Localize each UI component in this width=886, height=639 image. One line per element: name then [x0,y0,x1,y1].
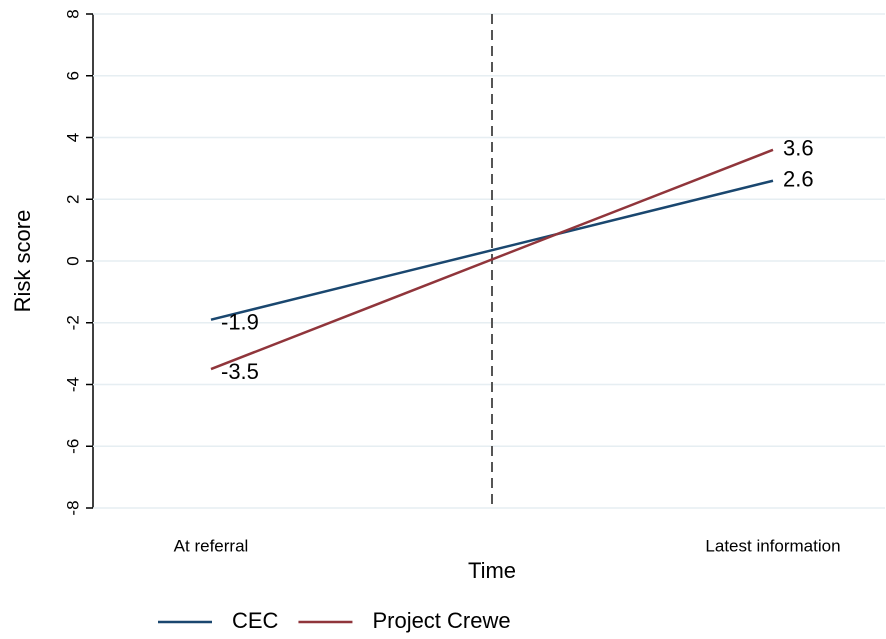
x-axis-title: Time [468,558,516,583]
y-tick-label: 4 [63,133,82,142]
series-line [210,179,774,321]
y-tick-label: -4 [63,377,82,392]
value-label: -3.5 [221,359,259,384]
value-label: 2.6 [783,167,814,192]
legend-label: CEC [232,608,279,633]
y-tick-label: 8 [63,9,82,18]
y-tick-label: 2 [63,195,82,204]
y-tick-label: -6 [63,439,82,454]
y-axis-title: Risk score [10,210,35,313]
y-tick-label: -2 [63,315,82,330]
x-tick-label: At referral [174,536,249,555]
y-tick-label: 0 [63,256,82,265]
y-tick-label: 6 [63,71,82,80]
y-tick-label: -8 [63,500,82,515]
value-label: 3.6 [783,136,814,161]
value-label: -1.9 [221,309,259,334]
series-line [210,148,774,371]
x-tick-label: Latest information [705,536,840,555]
legend-label: Project Crewe [372,608,510,633]
